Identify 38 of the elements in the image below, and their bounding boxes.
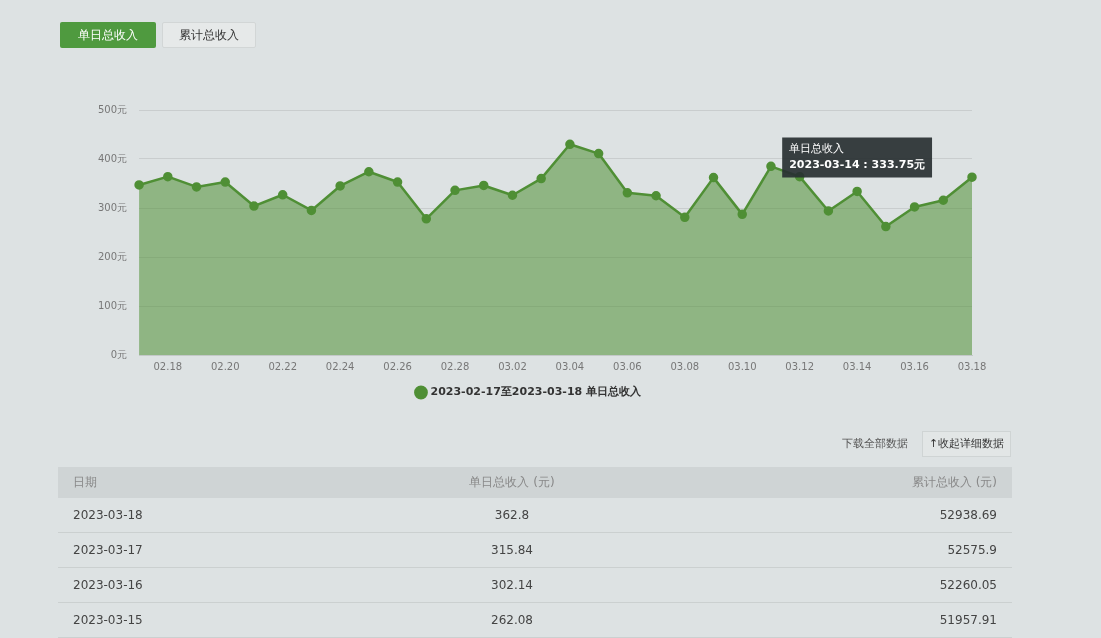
y-tick-label: 500元: [97, 103, 128, 115]
x-tick-label: 02.20: [210, 360, 240, 372]
x-tick-label: 03.12: [785, 360, 814, 372]
x-tick-label: 03.08: [670, 360, 700, 372]
text: 2023-03-17: [73, 542, 143, 559]
x-tick-label: 02.28: [440, 360, 470, 372]
text: 2023-03-16: [73, 577, 143, 594]
text: 52260.05: [939, 577, 997, 594]
x-tick-label: 03.02: [498, 360, 527, 372]
text: 单日总收入 (元): [468, 474, 556, 491]
y-tick-label: 0元: [110, 348, 128, 360]
x-tick-label: 02.22: [268, 360, 298, 372]
text: 2023-03-18: [73, 507, 143, 524]
text: 362.8: [493, 507, 531, 524]
x-tick-label: 03.14: [842, 360, 872, 372]
text: 262.08: [490, 612, 534, 629]
y-tick-label: 200元: [97, 250, 128, 262]
annotation: 单日总收入 2023-03-14 : 333.75元: [789, 142, 926, 172]
y-tick-label: 400元: [97, 152, 128, 164]
text: 2023-03-15: [73, 612, 143, 629]
text: 52575.9: [947, 542, 997, 559]
x-tick-label: 02.24: [325, 360, 355, 372]
text: 51957.91: [939, 612, 997, 629]
x-tick-label: 03.04: [555, 360, 585, 372]
x-tick-label: 02.18: [153, 360, 183, 372]
y-tick-label: 300元: [97, 201, 128, 213]
x-tick-label: 02.26: [383, 360, 412, 372]
text: 累计总收入 (元): [911, 474, 997, 491]
text: 日期: [73, 474, 97, 491]
legend-label: 2023-02-17至2023-03-18 单日总收入: [430, 385, 643, 399]
x-tick-label: 03.10: [727, 360, 757, 372]
x-tick-label: 03.16: [900, 360, 929, 372]
x-tick-label: 03.06: [613, 360, 642, 372]
text: 302.14: [490, 577, 534, 594]
y-tick-label: 100元: [97, 299, 128, 311]
text: 315.84: [490, 542, 534, 559]
text: 52938.69: [939, 507, 997, 524]
x-tick-label: 03.18: [957, 360, 987, 372]
